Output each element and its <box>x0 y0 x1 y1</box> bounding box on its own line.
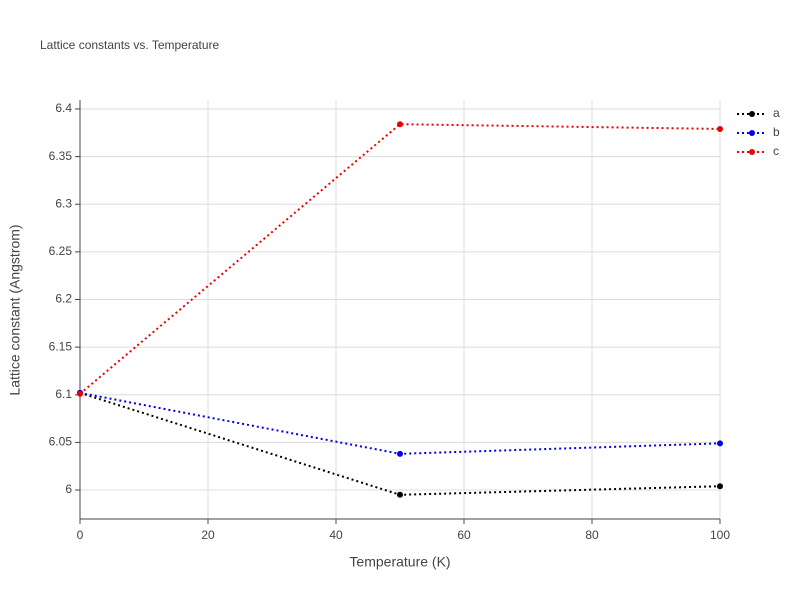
y-tick-label: 6.15 <box>49 339 73 353</box>
legend-marker <box>749 149 755 155</box>
y-tick-label: 6.4 <box>55 101 72 115</box>
legend-label: a <box>773 106 780 120</box>
legend-marker <box>749 130 755 136</box>
x-tick-label: 100 <box>710 528 730 542</box>
series-line <box>79 391 721 496</box>
y-tick-label: 6.35 <box>49 149 73 163</box>
y-tick-label: 6.3 <box>55 196 72 210</box>
data-point <box>397 121 403 128</box>
data-point <box>397 450 403 457</box>
y-tick-label: 6 <box>65 482 72 496</box>
series-line <box>79 123 721 395</box>
y-tick-label: 6.1 <box>55 387 72 401</box>
x-tick-label: 80 <box>585 528 599 542</box>
legend-label: c <box>773 144 779 158</box>
x-tick-label: 60 <box>457 528 471 542</box>
data-point <box>717 483 723 490</box>
y-tick-label: 6.05 <box>49 435 73 449</box>
x-tick-label: 20 <box>201 528 215 542</box>
y-tick-label: 6.2 <box>55 292 72 306</box>
chart-title: Lattice constants vs. Temperature <box>40 38 220 52</box>
data-point <box>397 491 403 498</box>
y-tick-label: 6.25 <box>49 244 73 258</box>
data-point <box>717 125 723 132</box>
x-tick-label: 40 <box>329 528 343 542</box>
legend-marker <box>749 111 755 117</box>
x-axis-title: Temperature (K) <box>349 554 450 570</box>
data-point <box>717 440 723 447</box>
y-axis-title: Lattice constant (Angstrom) <box>7 224 23 395</box>
data-point <box>77 390 83 397</box>
x-tick-label: 0 <box>77 528 84 542</box>
legend-label: b <box>773 125 780 139</box>
